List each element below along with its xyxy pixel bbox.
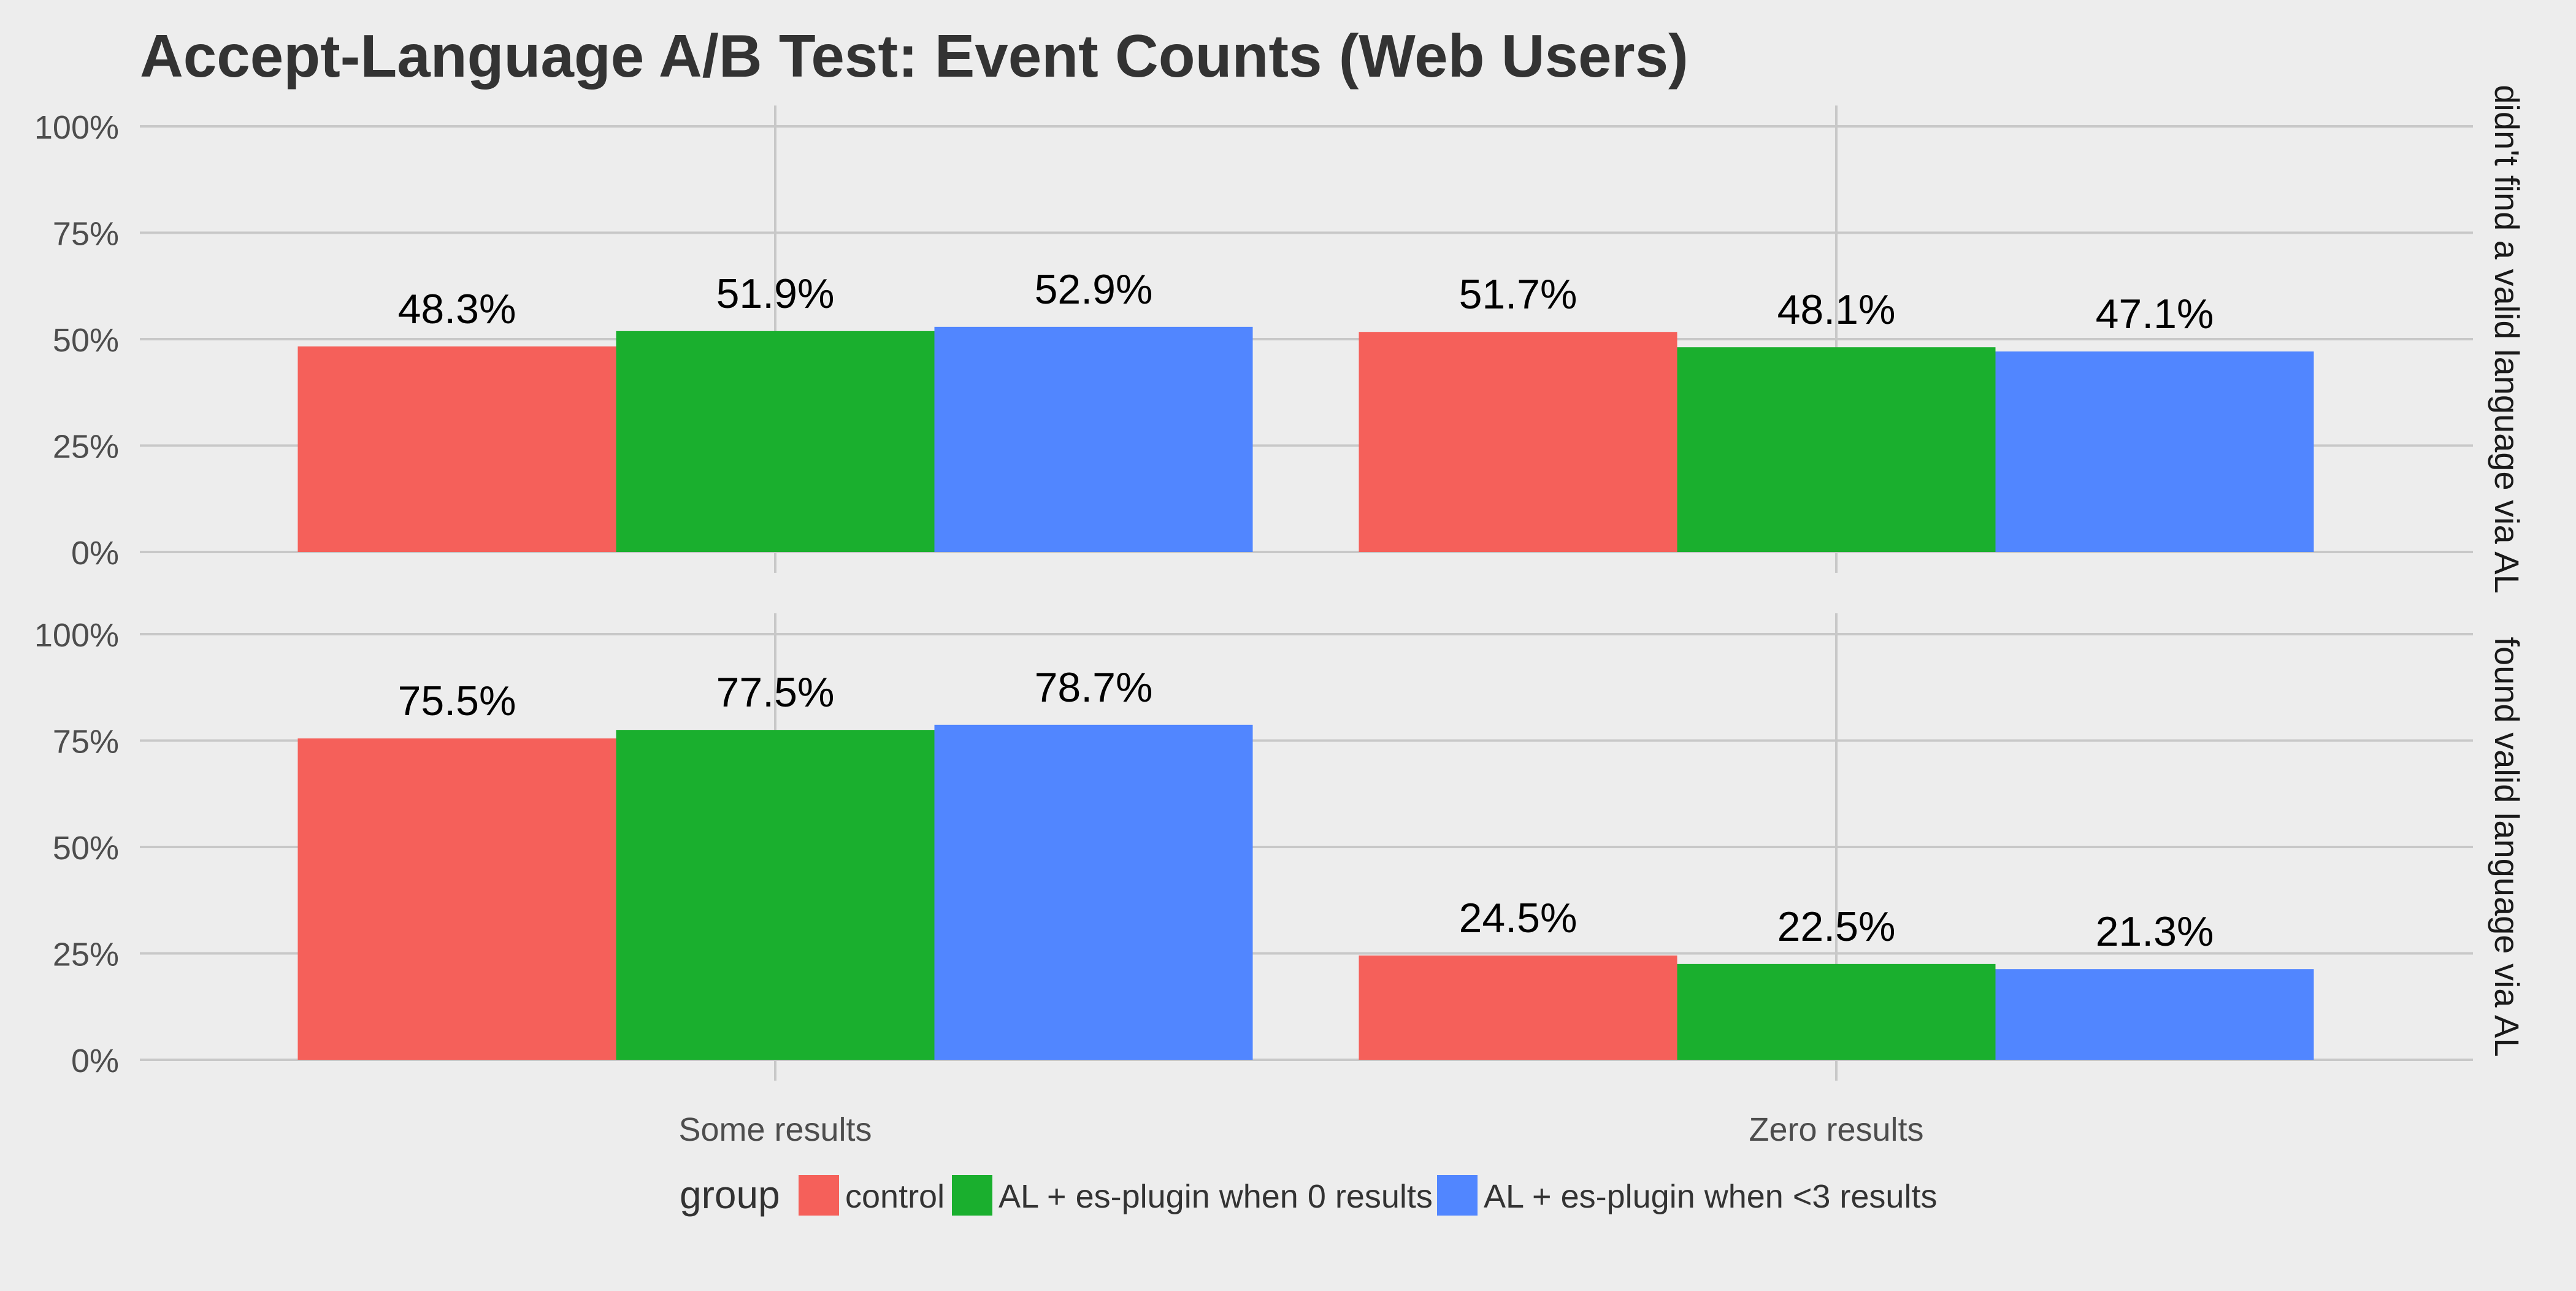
- bar: [1995, 969, 2314, 1060]
- legend-item-label: AL + es-plugin when <3 results: [1484, 1178, 1937, 1215]
- legend-item-label: control: [845, 1178, 945, 1215]
- y-tick-label: 0%: [71, 1043, 119, 1079]
- data-label: 51.9%: [716, 270, 835, 317]
- data-label: 51.7%: [1459, 271, 1577, 318]
- y-tick-label: 100%: [34, 617, 119, 654]
- legend-item-label: AL + es-plugin when 0 results: [999, 1178, 1433, 1215]
- bar: [1359, 955, 1677, 1060]
- legend: group control AL + es-plugin when 0 result…: [680, 1173, 1937, 1217]
- bar: [934, 326, 1253, 552]
- bar: [1359, 332, 1677, 552]
- data-label: 77.5%: [716, 669, 835, 716]
- bar: [1677, 347, 1996, 552]
- legend-item: control: [799, 1175, 945, 1216]
- y-tick-label: 50%: [53, 322, 119, 359]
- data-label: 47.1%: [2096, 291, 2214, 337]
- data-label: 24.5%: [1459, 895, 1577, 941]
- data-label: 78.7%: [1035, 664, 1153, 711]
- bar: [1995, 351, 2314, 552]
- y-tick-label: 100%: [34, 109, 119, 146]
- data-label: 48.3%: [398, 286, 516, 332]
- facet-strip-label: found valid language via AL: [2488, 637, 2526, 1057]
- data-label: 22.5%: [1777, 903, 1896, 950]
- data-label: 52.9%: [1035, 266, 1153, 313]
- y-tick-label: 50%: [53, 830, 119, 867]
- legend-title: group: [680, 1173, 780, 1217]
- x-tick-label: Zero results: [1749, 1111, 1923, 1148]
- x-tick-label: Some results: [678, 1111, 872, 1148]
- y-tick-label: 25%: [53, 429, 119, 465]
- data-label: 21.3%: [2096, 908, 2214, 955]
- bar: [297, 346, 616, 552]
- bar: [934, 724, 1253, 1060]
- legend-item: AL + es-plugin when <3 results: [1437, 1175, 1937, 1216]
- bar: [616, 331, 935, 552]
- y-tick-label: 75%: [53, 724, 119, 760]
- bar: [1677, 963, 1996, 1060]
- legend-key-swatch: [799, 1175, 839, 1216]
- legend-key-swatch: [1437, 1175, 1478, 1216]
- bar: [616, 730, 935, 1060]
- y-tick-label: 0%: [71, 535, 119, 572]
- chart-title: Accept-Language A/B Test: Event Counts (…: [140, 22, 1689, 90]
- facet-panel-1: 0% 25% 50% 75% 100% 48.3% 51.7% 51.9% 48.1% 52.9%…: [34, 85, 2526, 594]
- data-label: 75.5%: [398, 678, 516, 724]
- bar: [297, 738, 616, 1060]
- legend-item: AL + es-plugin when 0 results: [952, 1175, 1433, 1216]
- facet-panel-2: 0% 25% 50% 75% 100% 75.5% 24.5% 77.5% 22.5% 78.7%…: [34, 613, 2526, 1081]
- y-tick-label: 25%: [53, 937, 119, 973]
- panels-layer: 0% 25% 50% 75% 100% 48.3% 51.7% 51.9% 48.1% 52.9%…: [34, 85, 2526, 1148]
- legend-key-swatch: [952, 1175, 992, 1216]
- facet-strip-label: didn't find a valid language via AL: [2488, 85, 2526, 594]
- y-tick-label: 75%: [53, 216, 119, 253]
- data-label: 48.1%: [1777, 286, 1896, 333]
